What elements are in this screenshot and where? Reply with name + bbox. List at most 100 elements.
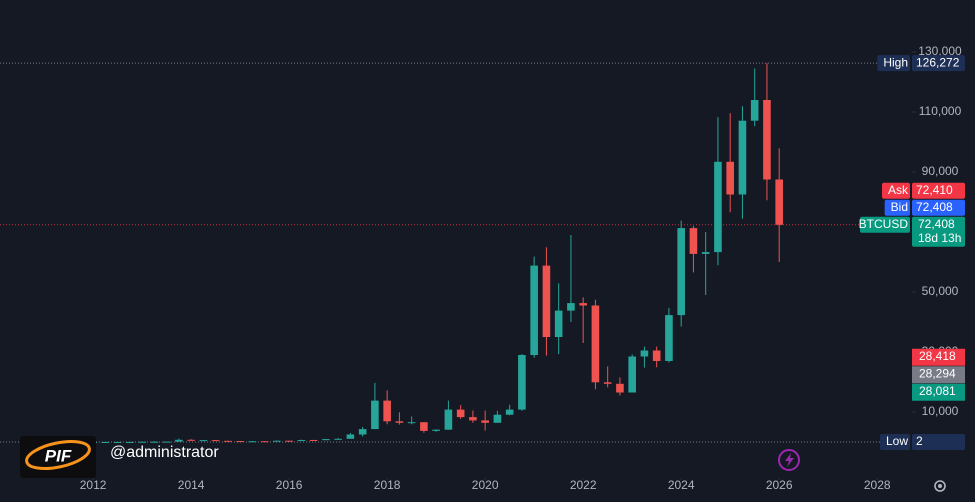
candle-body: [358, 429, 367, 435]
candle-body: [101, 441, 110, 443]
candle-body: [273, 440, 281, 442]
candle-body: [677, 228, 685, 316]
candle-body: [775, 179, 783, 225]
marker-box: [912, 348, 965, 366]
ask-value-box: [912, 182, 965, 199]
x-tick-label: 2018: [374, 478, 401, 492]
marker-box: [912, 366, 965, 384]
candle-body: [628, 356, 636, 393]
candle-body: [150, 441, 159, 443]
candle-body: [603, 382, 612, 384]
lightning-icon[interactable]: [785, 453, 794, 467]
candle-body: [567, 303, 575, 311]
plot-area: [0, 62, 912, 443]
y-tick-label: 50,000: [922, 284, 959, 298]
candle-body: [199, 440, 208, 442]
last-value-box: [912, 216, 965, 247]
y-tick-label: 90,000: [922, 164, 959, 178]
candle-body: [383, 400, 391, 422]
logo-text: PIF: [45, 446, 72, 465]
candle-body: [162, 441, 171, 443]
candle-body: [248, 441, 257, 443]
candle-body: [334, 438, 342, 440]
ask-name: Ask: [888, 183, 909, 197]
ask-value: 72,410: [916, 183, 953, 197]
candle-body: [456, 409, 465, 418]
candle-body: [395, 421, 404, 423]
candle-body: [763, 99, 771, 180]
candle-body: [701, 252, 710, 254]
candle-body: [726, 161, 734, 195]
candle-body: [420, 422, 428, 431]
marker-label: 28,081: [919, 384, 956, 398]
candle-body: [138, 441, 146, 443]
x-tick-label: 2026: [766, 478, 793, 492]
candle-body: [175, 439, 183, 442]
lightning-ring[interactable]: [778, 449, 800, 471]
low-value: 2: [916, 434, 923, 448]
bid-name-box: [884, 199, 910, 216]
bid-name: Bid: [891, 200, 908, 214]
candle-body: [346, 434, 355, 439]
low-name-box: [879, 433, 910, 450]
candle-body: [322, 439, 330, 441]
candle-body: [469, 417, 477, 421]
x-tick-label: 2020: [472, 478, 499, 492]
high-value: 126,272: [916, 55, 960, 69]
marker-label: 28,294: [919, 366, 956, 380]
x-tick-label: 2024: [668, 478, 695, 492]
last-countdown: 18d 13h: [918, 231, 961, 245]
candle-body: [126, 441, 134, 443]
candle-body: [113, 441, 122, 443]
candle-body: [297, 439, 306, 441]
lightning-button[interactable]: [778, 449, 800, 471]
bid-value-box: [912, 199, 965, 216]
candle-body: [432, 429, 440, 431]
low-value-box: [912, 433, 965, 450]
candle-body: [236, 441, 244, 443]
candle-body: [505, 409, 514, 415]
candle-body: [591, 305, 600, 383]
y-tick-label: 130,000: [918, 44, 962, 58]
candle-body: [371, 400, 379, 430]
candle-body: [285, 440, 293, 442]
candle-body: [224, 440, 232, 442]
candle-body: [652, 350, 661, 361]
watermark: @administrator: [110, 444, 219, 461]
candle-body: [530, 265, 538, 355]
candle-body: [554, 310, 563, 337]
marker-box: [912, 383, 965, 401]
logo: PIF: [20, 436, 96, 478]
settings-button[interactable]: [934, 480, 946, 492]
x-tick-label: 2014: [178, 478, 205, 492]
last-name: BTCUSD: [859, 217, 909, 231]
x-tick-label: 2016: [276, 478, 303, 492]
settings-gear[interactable]: [934, 480, 946, 492]
candle-body: [444, 409, 453, 430]
candle-body: [640, 350, 649, 357]
candle-body: [481, 420, 489, 423]
candle-body: [518, 354, 526, 410]
candle-body: [750, 99, 759, 121]
candle-body: [309, 439, 318, 441]
high-name-box: [877, 55, 910, 72]
candle-body: [260, 441, 269, 443]
candle-body: [407, 422, 416, 424]
x-tick-label: 2012: [80, 478, 107, 492]
candle-body: [542, 265, 551, 337]
logo-swoosh: [25, 440, 91, 470]
candle-body: [738, 120, 747, 195]
last-name-box: [860, 216, 910, 233]
candle-body: [616, 383, 624, 393]
low-name: Low: [886, 434, 908, 448]
y-tick-label: 110,000: [919, 104, 962, 118]
y-tick-label: 10,000: [922, 404, 959, 418]
candle-body: [714, 161, 722, 253]
candle-body: [689, 228, 698, 254]
last-value: 72,408: [918, 217, 955, 231]
candle-body: [493, 414, 502, 423]
settings-hub[interactable]: [938, 484, 942, 488]
high-value-box: [912, 55, 965, 72]
